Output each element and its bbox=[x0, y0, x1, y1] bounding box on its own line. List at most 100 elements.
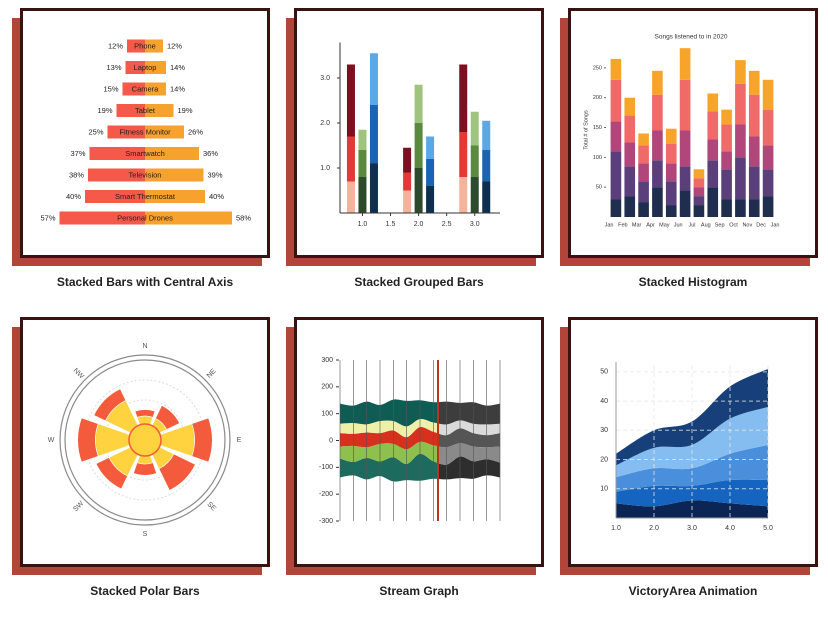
bar bbox=[85, 190, 145, 203]
histogram-segment bbox=[624, 97, 636, 116]
direction-label: S bbox=[143, 531, 148, 538]
bar bbox=[145, 125, 184, 139]
histogram-segment bbox=[762, 79, 774, 110]
bar bbox=[107, 125, 145, 139]
category-label: Smart Thermostat bbox=[115, 192, 176, 201]
bar bbox=[59, 211, 145, 225]
histogram-segment bbox=[707, 187, 719, 217]
polar-segment bbox=[77, 417, 99, 463]
y-tick-label: 40 bbox=[600, 398, 608, 405]
direction-label: E bbox=[237, 437, 242, 444]
bar-segment bbox=[426, 136, 435, 159]
bar-segment bbox=[358, 177, 367, 213]
bar-segment bbox=[414, 123, 423, 168]
histogram-segment bbox=[707, 160, 719, 188]
histogram-segment bbox=[735, 157, 746, 200]
x-tick-label: 2.0 bbox=[414, 221, 424, 228]
histogram-segment bbox=[693, 205, 705, 217]
card-caption: Stacked Grouped Bars bbox=[354, 275, 484, 289]
x-tick-label: Dec bbox=[756, 222, 766, 228]
bar-segment bbox=[346, 64, 355, 137]
x-tick-label: 1.5 bbox=[386, 221, 396, 228]
card-caption: Stream Graph bbox=[379, 584, 458, 598]
direction-label: W bbox=[48, 437, 55, 444]
y-tick-label: -300 bbox=[319, 518, 333, 525]
histogram-segment bbox=[762, 196, 774, 217]
value-label: 14% bbox=[170, 84, 185, 93]
histogram-segment bbox=[693, 196, 705, 206]
category-label: Television bbox=[129, 170, 162, 179]
direction-label: SE bbox=[205, 501, 217, 513]
polar-center bbox=[128, 423, 162, 457]
x-tick-label: Jun bbox=[674, 222, 683, 228]
bar bbox=[89, 147, 145, 160]
bar-segment bbox=[470, 145, 479, 177]
histogram-segment bbox=[693, 187, 705, 197]
value-label: 19% bbox=[97, 106, 112, 115]
histogram-segment bbox=[721, 124, 732, 152]
histogram-segment bbox=[610, 121, 622, 152]
histogram-segment bbox=[679, 190, 691, 217]
y-tick-label: -100 bbox=[319, 464, 333, 471]
chart-title: Songs listened to in 2020 bbox=[655, 34, 728, 41]
histogram-segment bbox=[624, 115, 636, 143]
polar-segment bbox=[133, 462, 157, 476]
histogram-segment bbox=[638, 145, 649, 164]
card-frame bbox=[568, 8, 818, 258]
value-label: 25% bbox=[88, 127, 103, 136]
y-tick-label: -200 bbox=[319, 491, 333, 498]
card-caption: Stacked Bars with Central Axis bbox=[57, 275, 234, 289]
category-label: Fitness Monitor bbox=[119, 127, 171, 136]
polar-outer-ring bbox=[64, 359, 226, 521]
y-tick-label: 150 bbox=[593, 125, 602, 131]
x-tick-label: Feb bbox=[618, 222, 627, 228]
histogram-segment bbox=[748, 136, 760, 167]
y-tick-label: 300 bbox=[321, 357, 333, 364]
polar-segment bbox=[158, 453, 196, 491]
category-label: Smartwatch bbox=[125, 149, 165, 158]
histogram-segment bbox=[652, 160, 663, 188]
x-tick-label: Sep bbox=[715, 222, 725, 228]
y-tick-label: 10 bbox=[600, 486, 608, 493]
bar-segment bbox=[369, 163, 378, 213]
histogram-segment bbox=[762, 145, 774, 170]
histogram-segment bbox=[638, 181, 649, 203]
x-tick-label: 1.0 bbox=[358, 221, 368, 228]
value-label: 15% bbox=[103, 84, 118, 93]
x-tick-label: Apr bbox=[646, 222, 655, 228]
histogram-segment bbox=[624, 142, 636, 167]
histogram-segment bbox=[652, 130, 663, 161]
polar-segment bbox=[134, 409, 156, 418]
bar-segment bbox=[403, 172, 412, 191]
x-tick-label: May bbox=[659, 222, 670, 228]
histogram-segment bbox=[665, 163, 677, 182]
bar-segment bbox=[426, 159, 435, 186]
category-label: Personal Drones bbox=[117, 213, 173, 222]
y-tick-label: 50 bbox=[596, 185, 602, 191]
y-tick-label: 250 bbox=[593, 65, 602, 71]
polar-segment bbox=[95, 457, 128, 490]
histogram-segment bbox=[624, 166, 636, 197]
y-tick-label: 30 bbox=[600, 427, 608, 434]
value-label: 40% bbox=[209, 192, 224, 201]
bar bbox=[145, 190, 205, 203]
value-label: 40% bbox=[66, 192, 81, 201]
polar-segment bbox=[155, 405, 180, 430]
value-label: 13% bbox=[106, 63, 121, 72]
histogram-segment bbox=[721, 169, 732, 200]
x-tick-label: Jan bbox=[605, 222, 614, 228]
histogram-segment bbox=[665, 143, 677, 164]
value-label: 57% bbox=[40, 213, 55, 222]
bar-segment bbox=[426, 186, 435, 213]
category-label: Camera bbox=[132, 84, 160, 93]
x-tick-label: Oct bbox=[729, 222, 738, 228]
bar-segment bbox=[346, 181, 355, 213]
polar-outer-ring bbox=[59, 354, 231, 526]
histogram-segment bbox=[735, 83, 746, 125]
bar-segment bbox=[403, 147, 412, 173]
bar-segment bbox=[470, 111, 479, 146]
histogram-segment bbox=[638, 202, 649, 217]
y-tick-label: 1.0 bbox=[320, 165, 330, 172]
